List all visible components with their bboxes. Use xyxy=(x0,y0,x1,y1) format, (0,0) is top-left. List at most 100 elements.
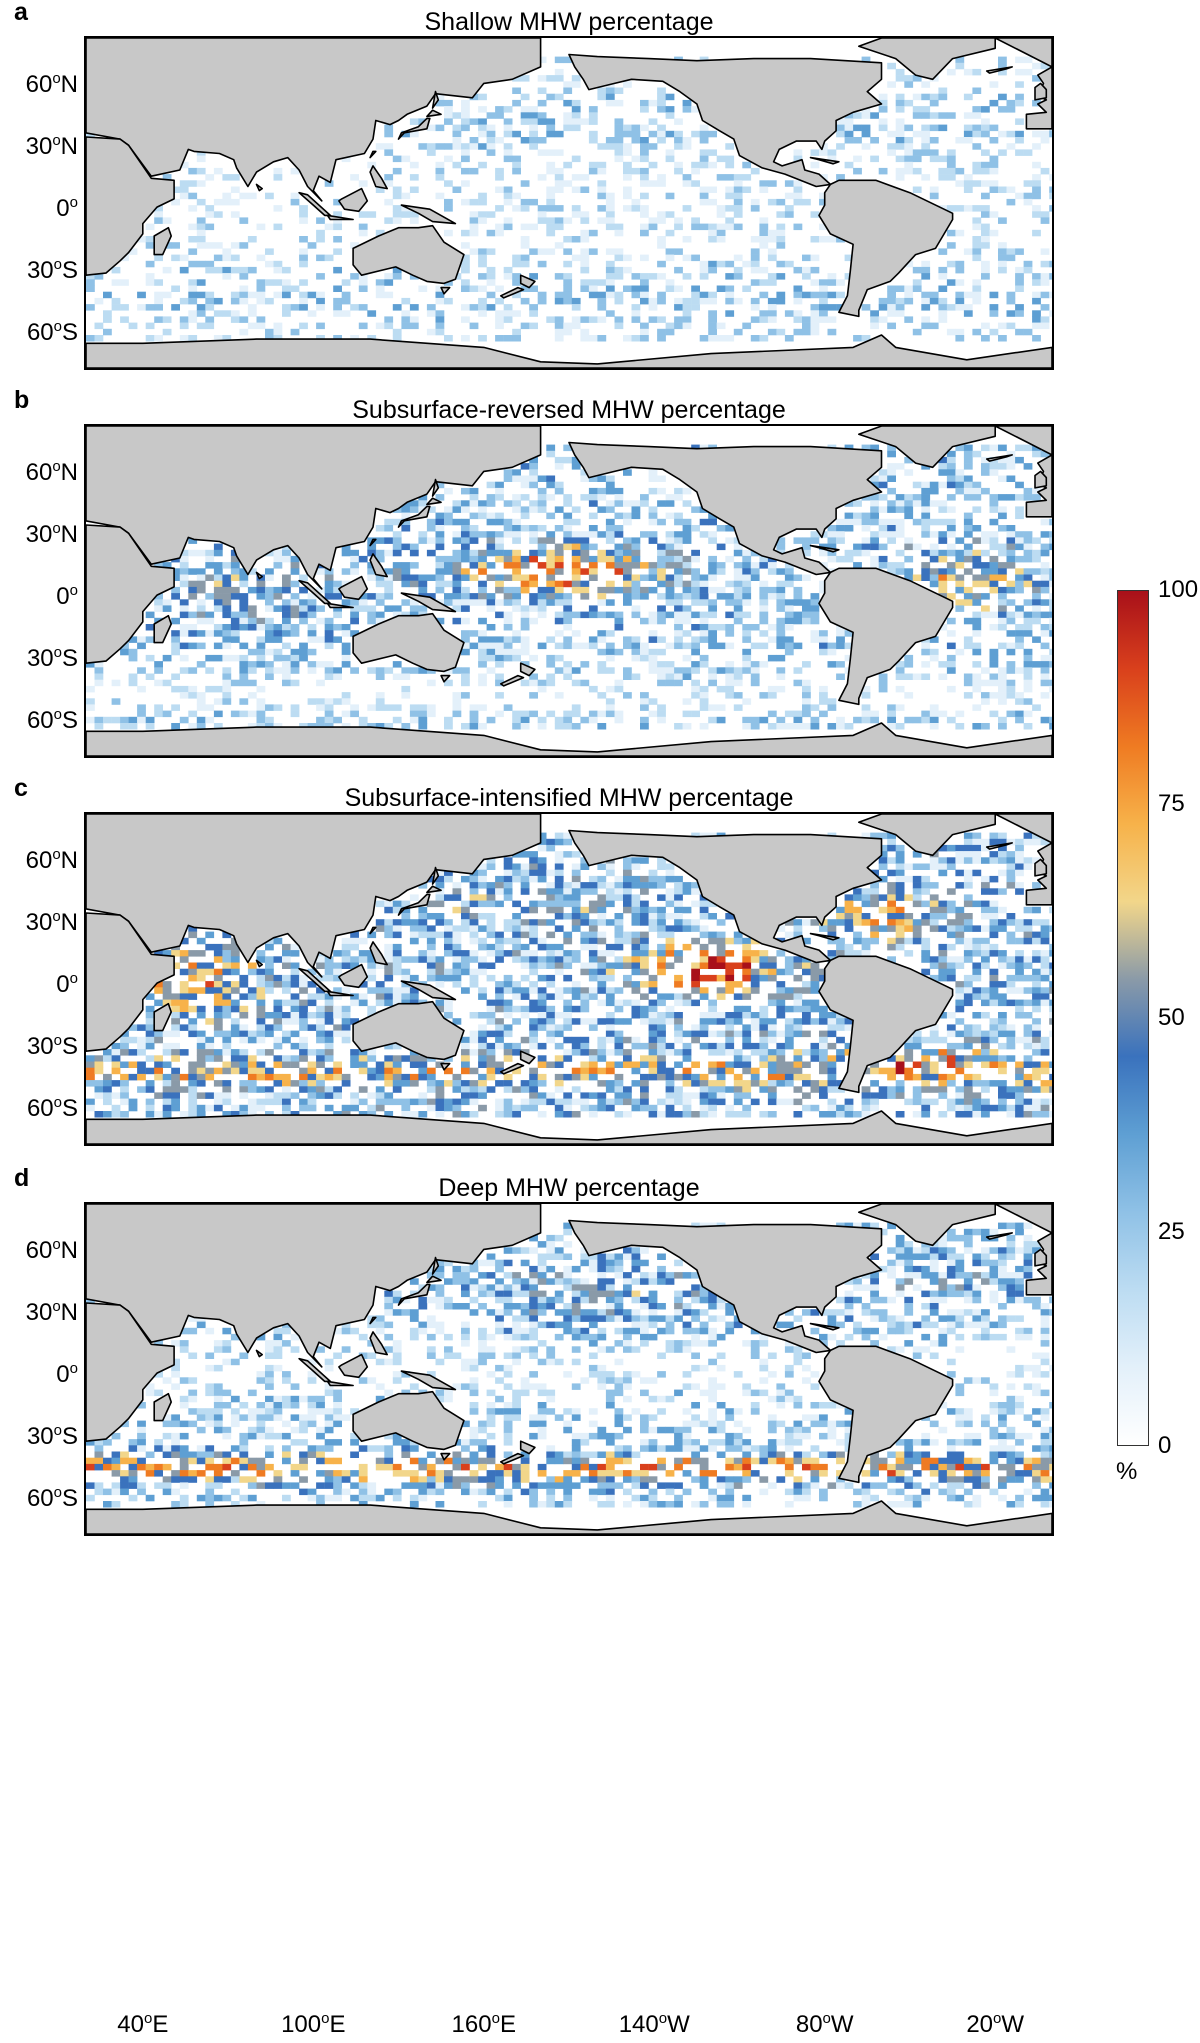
grid-cell xyxy=(836,630,845,637)
grid-cell xyxy=(171,1005,180,1013)
grid-cell xyxy=(256,285,266,292)
grid-cell xyxy=(665,494,675,501)
grid-cell xyxy=(120,1049,129,1056)
grid-cell xyxy=(537,291,547,299)
grid-cell xyxy=(546,838,556,846)
grid-cell xyxy=(256,279,266,286)
grid-cell xyxy=(120,723,129,730)
grid-cell xyxy=(409,1098,419,1106)
grid-cell xyxy=(682,906,692,914)
grid-cell xyxy=(563,894,573,901)
grid-cell xyxy=(111,698,121,705)
grid-cell xyxy=(375,285,385,292)
grid-cell xyxy=(426,943,436,951)
grid-cell xyxy=(605,137,615,144)
grid-cell xyxy=(614,1080,624,1087)
grid-cell xyxy=(665,512,675,520)
grid-cell xyxy=(495,580,504,588)
grid-cell xyxy=(1015,580,1024,588)
grid-cell xyxy=(571,574,581,581)
grid-cell xyxy=(239,599,249,606)
grid-cell xyxy=(367,335,377,342)
grid-cell xyxy=(989,180,999,187)
grid-cell xyxy=(520,236,530,243)
grid-cell xyxy=(546,593,556,600)
grid-cell xyxy=(742,950,752,957)
grid-cell xyxy=(759,562,769,569)
grid-cell xyxy=(290,667,300,674)
grid-cell xyxy=(716,950,726,957)
grid-cell xyxy=(230,956,240,963)
grid-cell xyxy=(512,723,521,730)
grid-cell xyxy=(912,93,922,101)
grid-cell xyxy=(597,304,607,311)
grid-cell xyxy=(171,999,180,1007)
grid-cell xyxy=(486,857,496,864)
land-newguinea xyxy=(400,592,457,613)
grid-cell xyxy=(478,943,487,951)
grid-cell xyxy=(870,518,879,526)
grid-cell xyxy=(401,322,411,330)
grid-cell xyxy=(247,968,257,976)
grid-cell xyxy=(503,555,513,563)
grid-cell xyxy=(145,716,155,724)
grid-cell xyxy=(316,1092,325,1099)
grid-cell xyxy=(401,525,411,532)
grid-cell xyxy=(537,475,547,482)
grid-cell xyxy=(640,943,649,951)
grid-cell xyxy=(461,1049,470,1056)
grid-cell xyxy=(265,1067,274,1075)
land-borneo xyxy=(338,575,369,601)
grid-cell xyxy=(529,481,538,489)
grid-cell xyxy=(162,679,172,687)
grid-cell xyxy=(946,475,956,482)
grid-cell xyxy=(955,56,965,64)
grid-cell xyxy=(154,1036,163,1044)
grid-cell xyxy=(188,1073,198,1081)
grid-cell xyxy=(955,167,965,175)
grid-cell xyxy=(699,913,709,920)
grid-cell xyxy=(674,593,683,600)
grid-cell xyxy=(972,481,982,489)
grid-cell xyxy=(827,549,837,557)
grid-cell xyxy=(733,180,743,187)
grid-cell xyxy=(946,112,956,119)
grid-cell xyxy=(503,198,513,206)
grid-cell xyxy=(205,574,215,581)
grid-cell xyxy=(426,974,436,982)
grid-cell xyxy=(333,716,342,724)
grid-cell xyxy=(103,716,112,724)
grid-cell xyxy=(128,1098,138,1106)
grid-cell xyxy=(554,716,564,724)
grid-cell xyxy=(699,962,709,969)
grid-cell xyxy=(998,248,1007,255)
grid-cell xyxy=(324,999,334,1007)
grid-cell xyxy=(716,987,726,994)
grid-cell xyxy=(256,1024,266,1031)
grid-cell xyxy=(495,1018,504,1025)
grid-cell xyxy=(478,1049,487,1056)
grid-cell xyxy=(461,692,470,699)
grid-cell xyxy=(623,906,632,914)
grid-cell xyxy=(392,155,402,163)
grid-cell xyxy=(358,723,368,730)
grid-cell xyxy=(256,1073,266,1081)
grid-cell xyxy=(324,1042,334,1050)
grid-cell xyxy=(767,229,777,237)
grid-cell xyxy=(605,900,615,908)
grid-cell xyxy=(597,506,607,513)
grid-cell xyxy=(571,112,581,119)
grid-cell xyxy=(358,716,368,724)
grid-cell xyxy=(623,130,632,138)
grid-cell xyxy=(912,285,922,292)
grid-cell xyxy=(614,223,624,231)
grid-cell xyxy=(469,919,479,926)
grid-cell xyxy=(580,593,590,600)
grid-cell xyxy=(282,580,291,588)
grid-cell xyxy=(401,599,411,606)
grid-cell xyxy=(554,667,564,674)
grid-cell xyxy=(179,654,189,662)
grid-cell xyxy=(230,310,240,317)
grid-cell xyxy=(733,667,743,674)
grid-cell xyxy=(299,217,308,224)
